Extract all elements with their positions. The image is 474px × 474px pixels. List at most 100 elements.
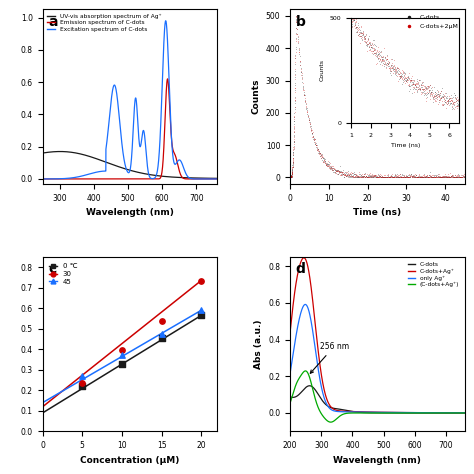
Point xyxy=(293,18,301,26)
Point xyxy=(344,172,351,180)
Point xyxy=(296,58,304,66)
Point xyxy=(328,166,336,173)
Point xyxy=(415,171,423,178)
Point xyxy=(447,172,455,179)
Point xyxy=(430,173,438,181)
Point xyxy=(363,170,370,177)
Point xyxy=(422,173,430,180)
Point xyxy=(457,173,465,181)
Point xyxy=(305,115,313,122)
Point xyxy=(449,173,457,181)
Point xyxy=(197,277,205,284)
Point xyxy=(411,173,419,181)
Text: b: b xyxy=(295,15,305,29)
Point xyxy=(436,173,443,181)
Point xyxy=(311,140,319,147)
Point xyxy=(428,172,436,179)
Point xyxy=(323,161,330,169)
Point xyxy=(288,171,295,178)
Point xyxy=(318,152,325,159)
Point xyxy=(410,173,418,181)
Point xyxy=(331,169,338,177)
Point xyxy=(361,173,369,181)
Point xyxy=(390,173,397,181)
Point xyxy=(445,173,453,180)
Point xyxy=(395,173,402,181)
Point xyxy=(287,173,295,180)
Point xyxy=(456,173,463,181)
Point xyxy=(452,171,459,179)
Point xyxy=(292,58,299,66)
Point xyxy=(357,173,365,181)
Text: 256 nm: 256 nm xyxy=(310,342,349,374)
Point xyxy=(373,173,380,181)
Point xyxy=(303,102,310,110)
Point xyxy=(409,172,417,180)
Point xyxy=(303,104,311,111)
Point xyxy=(407,173,414,181)
Point xyxy=(407,171,415,179)
Point xyxy=(291,94,299,102)
Point xyxy=(312,142,320,149)
Point xyxy=(296,49,303,56)
Point xyxy=(432,173,439,181)
Point xyxy=(292,65,299,73)
Point xyxy=(368,173,376,181)
Point xyxy=(403,173,411,180)
Point xyxy=(443,173,450,180)
Point xyxy=(410,173,418,181)
Point xyxy=(287,173,294,181)
Point xyxy=(449,171,456,179)
Point xyxy=(452,173,460,181)
Point xyxy=(304,111,311,118)
Point xyxy=(347,168,355,175)
Point xyxy=(386,173,393,180)
Point xyxy=(304,110,311,118)
Point xyxy=(307,128,315,135)
Point xyxy=(386,173,394,181)
Point xyxy=(389,173,397,181)
Point xyxy=(428,173,436,181)
Point xyxy=(287,173,294,181)
Point xyxy=(158,317,165,324)
Point xyxy=(436,173,443,181)
Point xyxy=(438,173,446,180)
Point xyxy=(377,173,385,181)
Point xyxy=(396,172,404,180)
Point xyxy=(345,170,353,177)
Point xyxy=(352,171,360,178)
Point xyxy=(393,173,401,181)
Point xyxy=(325,160,333,167)
Point xyxy=(343,170,350,177)
Point xyxy=(310,138,318,146)
Point xyxy=(378,171,385,178)
Point xyxy=(406,172,414,179)
Point xyxy=(422,172,430,180)
Point xyxy=(440,173,448,180)
Point xyxy=(336,163,343,170)
Point xyxy=(358,172,365,180)
Point xyxy=(289,166,296,173)
Point xyxy=(288,169,295,176)
Point xyxy=(353,173,361,181)
Point xyxy=(297,69,305,76)
Point xyxy=(356,173,363,181)
Point xyxy=(304,113,312,121)
Point xyxy=(358,173,366,181)
Point xyxy=(350,173,358,181)
Point xyxy=(390,173,397,181)
Point xyxy=(297,61,304,68)
Point xyxy=(289,151,297,159)
Point xyxy=(298,75,306,82)
Point xyxy=(387,173,394,180)
Point xyxy=(293,30,301,38)
Point xyxy=(290,140,298,147)
Point xyxy=(440,173,448,181)
Point xyxy=(459,172,467,180)
Point xyxy=(375,173,383,181)
Point xyxy=(379,173,387,180)
Legend: C-dots, C-dots+Ag⁺, only Ag⁺, (C-dots+Ag⁺): C-dots, C-dots+Ag⁺, only Ag⁺, (C-dots+Ag… xyxy=(406,260,462,290)
Point xyxy=(420,173,428,181)
Point xyxy=(352,172,360,179)
Point xyxy=(402,173,410,181)
